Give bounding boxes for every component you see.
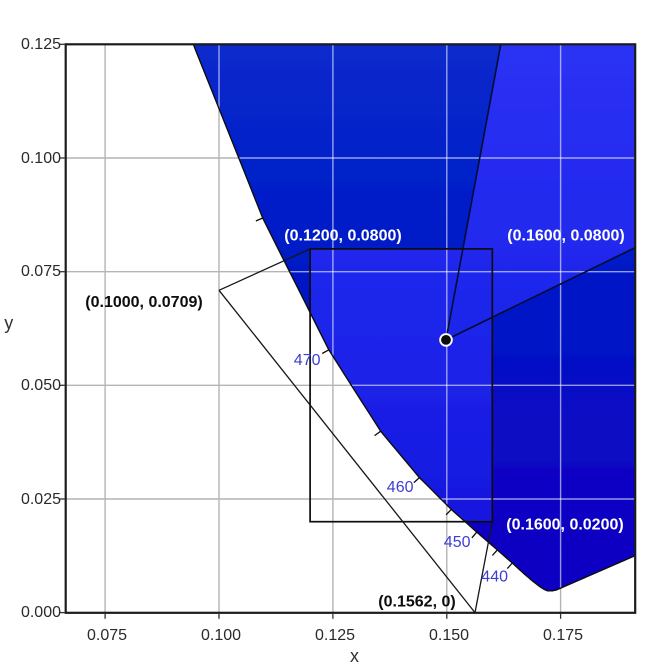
svg-text:(0.1600, 0.0200): (0.1600, 0.0200) — [506, 517, 623, 534]
svg-text:470: 470 — [294, 352, 321, 369]
svg-text:0.075: 0.075 — [87, 627, 127, 644]
svg-text:0.025: 0.025 — [21, 491, 61, 508]
svg-text:0.125: 0.125 — [21, 36, 61, 53]
svg-text:0.050: 0.050 — [21, 377, 61, 394]
svg-text:450: 450 — [444, 534, 471, 551]
svg-text:(0.1200, 0.0800): (0.1200, 0.0800) — [284, 228, 401, 245]
svg-text:y: y — [4, 313, 13, 333]
svg-text:(0.1600, 0.0800): (0.1600, 0.0800) — [507, 228, 624, 245]
svg-text:(0.1000, 0.0709): (0.1000, 0.0709) — [85, 294, 202, 311]
svg-text:x: x — [350, 646, 359, 666]
svg-text:0.075: 0.075 — [21, 263, 61, 280]
svg-text:0.100: 0.100 — [201, 627, 241, 644]
svg-text:440: 440 — [481, 569, 508, 586]
svg-text:460: 460 — [387, 479, 414, 496]
svg-text:0.150: 0.150 — [429, 627, 469, 644]
svg-text:(0.1562, 0): (0.1562, 0) — [378, 594, 455, 611]
svg-text:0.100: 0.100 — [21, 150, 61, 167]
svg-text:0.175: 0.175 — [543, 627, 583, 644]
svg-text:0.125: 0.125 — [315, 627, 355, 644]
svg-text:0.000: 0.000 — [21, 604, 61, 621]
